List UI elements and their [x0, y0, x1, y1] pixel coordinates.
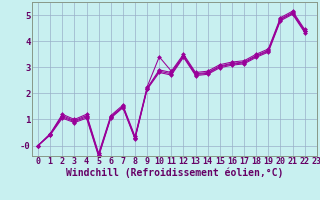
X-axis label: Windchill (Refroidissement éolien,°C): Windchill (Refroidissement éolien,°C) [66, 168, 283, 178]
